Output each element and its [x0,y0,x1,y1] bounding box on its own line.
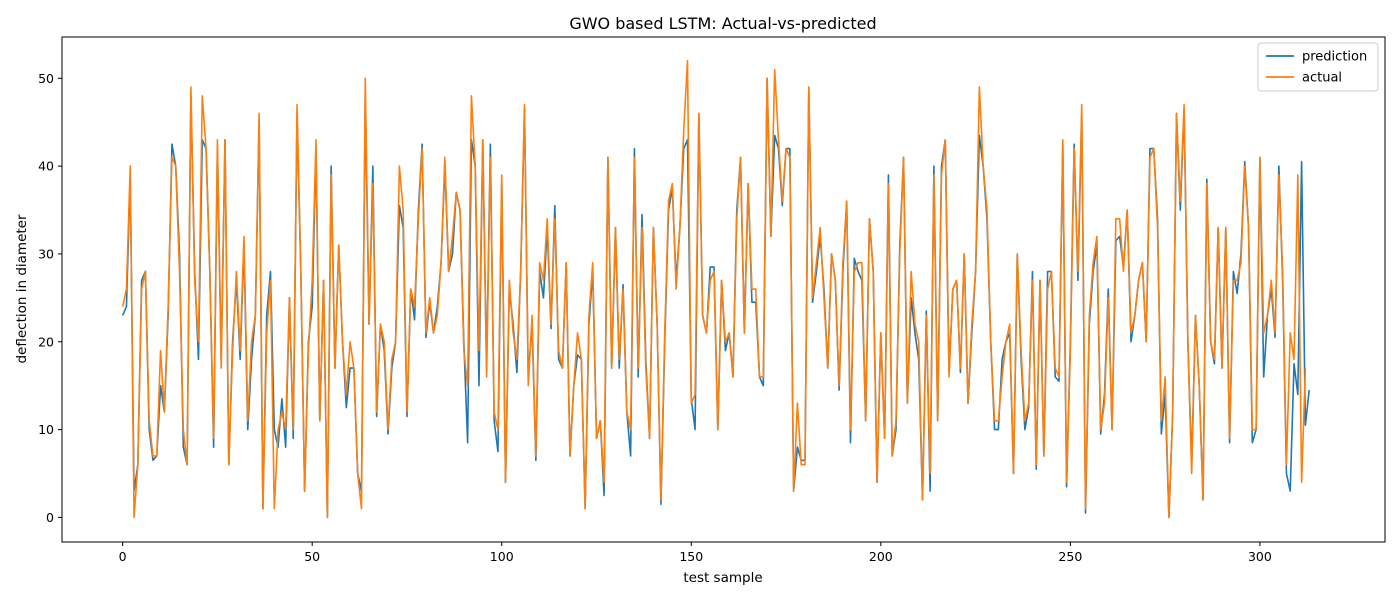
x-tick-label: 150 [679,549,703,564]
legend: prediction actual [1257,42,1379,92]
x-tick-label: 250 [1058,549,1082,564]
y-tick-label: 0 [46,510,54,525]
y-axis-label: deflection in diameter [14,214,30,364]
series-layer [121,59,1310,519]
x-tick-label: 100 [490,549,514,564]
chart-title: GWO based LSTM: Actual-vs-predicted [569,14,876,33]
legend-box [1257,42,1379,92]
y-tick-label: 10 [38,422,54,437]
y-tick-label: 20 [38,334,54,349]
x-tick-label: 0 [119,549,127,564]
y-tick-label: 30 [38,246,54,261]
legend-label-prediction: prediction [1302,50,1367,65]
x-axis-label: test sample [683,570,762,586]
y-tick-label: 50 [38,71,54,86]
y-tick-label: 40 [38,159,54,174]
x-tick-label: 300 [1248,549,1272,564]
plot-frame [61,36,1386,543]
plot-area [61,36,1386,543]
series-line-actual [121,59,1307,519]
x-tick-label: 50 [304,549,320,564]
y-axis: 0 10 20 30 40 50 [38,71,62,525]
legend-label-actual: actual [1302,71,1342,86]
x-axis: 0 50 100 150 200 250 300 [119,542,1272,564]
x-tick-label: 200 [869,549,893,564]
